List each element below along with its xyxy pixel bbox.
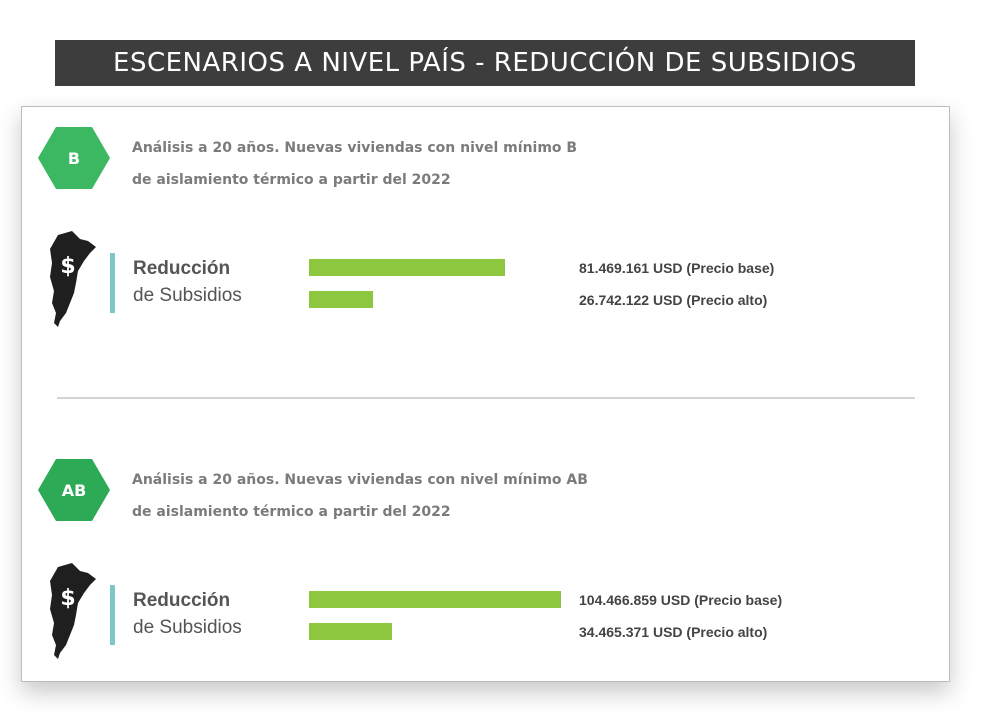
description-line-2: de aislamiento térmico a partir del 2022 <box>132 172 451 188</box>
badge-label: AB <box>61 480 87 500</box>
value-labels: 81.469.161 USD (Precio base) 26.742.122 … <box>579 257 774 321</box>
page-title: ESCENARIOS A NIVEL PAÍS - REDUCCIÓN DE S… <box>55 40 915 86</box>
argentina-map-dollar-icon: $ <box>50 231 96 327</box>
bar-chart-ab <box>309 591 809 651</box>
description-line-2: de aislamiento térmico a partir del 2022 <box>132 504 451 520</box>
bar-precio-base <box>309 591 561 608</box>
scenario-description: Análisis a 20 años. Nuevas viviendas con… <box>132 132 692 196</box>
hexagon-icon <box>38 459 110 521</box>
hexagon-icon <box>38 127 110 189</box>
bar-precio-alto <box>309 623 393 640</box>
section-divider <box>57 397 915 399</box>
description-line-1: Análisis a 20 años. Nuevas viviendas con… <box>132 472 588 488</box>
value-label-precio-base: 81.469.161 USD (Precio base) <box>579 260 775 276</box>
value-labels: 104.466.859 USD (Precio base) 34.465.371… <box>579 589 782 653</box>
scenario-b: B Análisis a 20 años. Nuevas viviendas c… <box>22 107 949 347</box>
description-line-1: Análisis a 20 años. Nuevas viviendas con… <box>132 140 578 156</box>
value-label-precio-alto: 34.465.371 USD (Precio alto) <box>579 624 768 640</box>
accent-bar <box>110 585 115 645</box>
bar-chart-b <box>309 259 809 319</box>
svg-text:$: $ <box>60 586 75 611</box>
scenario-description: Análisis a 20 años. Nuevas viviendas con… <box>132 464 692 528</box>
value-label-precio-alto: 26.742.122 USD (Precio alto) <box>579 292 768 308</box>
badge-label: B <box>67 148 81 168</box>
scenario-ab: AB Análisis a 20 años. Nuevas viviendas … <box>22 439 949 679</box>
bar-precio-alto <box>309 291 374 308</box>
value-label-precio-base: 104.466.859 USD (Precio base) <box>579 592 783 608</box>
argentina-map-dollar-icon: $ <box>50 563 96 659</box>
metric-label-line-2: de Subsidios <box>133 285 242 306</box>
accent-bar <box>110 253 115 313</box>
hexagon-badge-b: B <box>38 127 110 189</box>
svg-text:$: $ <box>60 254 75 279</box>
hexagon-badge-ab: AB <box>38 459 110 521</box>
metric-label-line-2: de Subsidios <box>133 617 242 638</box>
metric-label: Reducción de Subsidios <box>133 255 242 309</box>
metric-label: Reducción de Subsidios <box>133 587 242 641</box>
scenarios-card: B Análisis a 20 años. Nuevas viviendas c… <box>21 106 950 682</box>
metric-label-line-1: Reducción <box>133 590 231 611</box>
bar-precio-base <box>309 259 506 276</box>
metric-label-line-1: Reducción <box>133 258 231 279</box>
